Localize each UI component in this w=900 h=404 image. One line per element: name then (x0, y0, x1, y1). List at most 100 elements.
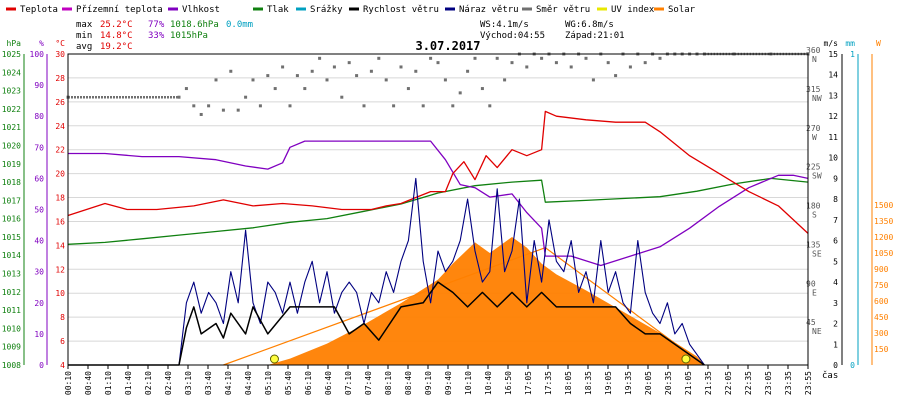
x-tick-label: 21:35 (704, 371, 713, 395)
series-humidity-line (68, 140, 809, 267)
x-tick-label: 19:35 (624, 371, 633, 395)
axis-ms-tick: 2 (833, 320, 838, 329)
axis-ms-tick: 10 (828, 154, 838, 163)
series-solar-area (223, 237, 705, 365)
axis-temp-tick: 26 (55, 98, 65, 107)
axis-temp-unit: °C (55, 39, 65, 48)
x-tick-label: 06:40 (324, 371, 333, 395)
series-wind-direction-point (199, 112, 203, 116)
stat-min-press: 1015hPa (170, 31, 208, 41)
x-tick-label: 18:05 (564, 371, 573, 395)
x-axis-unit-label: čas (822, 370, 838, 381)
x-axis-ticks: 00:10 00:40 01:10 01:40 02:10 02:40 03:10 03:40… (64, 365, 813, 395)
axis-ms-tick: 0 (833, 361, 838, 370)
axis-pct-tick: 50 (34, 206, 44, 215)
axis-hpa-tick: 1010 (2, 324, 21, 333)
series-wind-speed-line (68, 281, 705, 366)
x-tick-label: 23:05 (764, 371, 773, 395)
series-wind-direction-point (332, 65, 336, 69)
axis-hpa-tick: 1018 (2, 178, 21, 187)
series-wind-gust-line (68, 177, 705, 366)
x-tick-label: 00:40 (84, 371, 93, 395)
series-wind-direction-point (340, 95, 344, 99)
plot-frame (67, 53, 809, 366)
legend-label-2: Vlhkost (182, 5, 220, 15)
axis-w-tick: 900 (874, 265, 889, 274)
x-tick-label: 05:40 (284, 371, 293, 395)
axis-ms-unit: m/s (824, 39, 839, 48)
axis-hpa-tick: 1025 (2, 50, 21, 59)
axis-w-unit: W (876, 39, 881, 48)
series-wind-direction-point (295, 74, 299, 78)
series-wind-direction-point (184, 87, 188, 91)
x-tick-label: 06:10 (304, 371, 313, 395)
x-tick-label: 19:05 (604, 371, 613, 395)
series-pressure-line (67, 177, 809, 245)
x-tick-label: 09:40 (444, 371, 453, 395)
series-wind-direction-point (480, 87, 484, 91)
series-wind-direction-point (229, 69, 233, 73)
axis-hpa-tick: 1017 (2, 196, 21, 205)
series-wind-direction-point (258, 104, 262, 108)
series-wind-direction-point (214, 78, 218, 82)
axis-pct-tick: 60 (34, 174, 44, 183)
axis-temp-tick: 30 (55, 50, 65, 59)
series-wind-direction-point (244, 95, 248, 99)
x-tick-label: 02:10 (144, 371, 153, 395)
axis-dir-value: 315 (806, 85, 821, 94)
axis-dir-value: 180 (806, 202, 821, 211)
axis-dir-label: NW (812, 94, 822, 103)
axis-hpa-tick: 1016 (2, 215, 21, 224)
axis-temp-tick: 6 (60, 337, 65, 346)
series-wind-direction-point (473, 56, 477, 60)
series-wind-direction-point (177, 95, 181, 99)
series-wind-direction-point (628, 65, 632, 69)
axis-pct-tick: 80 (34, 112, 44, 121)
axis-hpa-tick: 1014 (2, 251, 21, 260)
axis-hpa-tick: 1015 (2, 233, 21, 242)
series-wind-direction-point (436, 61, 440, 65)
axis-pct-tick: 70 (34, 143, 44, 152)
series-wind-direction-point (406, 87, 410, 91)
x-tick-label: 17:05 (524, 371, 533, 395)
axis-dir-value: 135 (806, 240, 821, 249)
series-wind-direction-point (377, 56, 381, 60)
stat-min-temp: 14.8°C (100, 31, 133, 41)
series-wind-direction-point (192, 104, 196, 108)
axis-hpa-unit: hPa (7, 39, 22, 48)
series-wind-direction-point (399, 65, 403, 69)
axes: 1008100910101011101210131014101510161017… (2, 39, 894, 370)
axis-temp-tick: 20 (55, 170, 65, 179)
legend-label-1: Přízemní teplota (76, 5, 163, 15)
x-tick-label: 18:35 (584, 371, 593, 395)
x-tick-label: 01:40 (124, 371, 133, 395)
axis-mm-tick: 1 (850, 50, 855, 59)
x-tick-label: 05:10 (264, 371, 273, 395)
sunset-marker (681, 354, 691, 364)
x-tick-label: 17:35 (544, 371, 553, 395)
x-tick-label: 10:10 (464, 371, 473, 395)
series-wind-direction-point (466, 69, 470, 73)
axis-pct-tick: 40 (34, 237, 44, 246)
axis-hpa-tick: 1023 (2, 87, 21, 96)
axis-hpa-tick: 1020 (2, 141, 21, 150)
axis-dir-label: W (812, 133, 817, 142)
axis-temp-tick: 16 (55, 217, 65, 226)
axis-w-tick: 1500 (874, 201, 893, 210)
x-tick-label: 21:05 (684, 371, 693, 395)
axis-ms-tick: 11 (828, 133, 838, 142)
x-tick-label: 02:40 (164, 371, 173, 395)
axis-w-tick: 600 (874, 297, 889, 306)
axis-mm-tick: 0 (850, 361, 855, 370)
x-tick-label: 10:40 (484, 371, 493, 395)
stat-max-press: 1018.6hPa (170, 20, 219, 30)
axis-w-tick: 1050 (874, 249, 893, 258)
stat-max-label: max (76, 20, 93, 30)
axis-hpa-tick: 1012 (2, 288, 21, 297)
stats-block: max 25.2°C 77% 1018.6hPa 0.0mm min 14.8°… (76, 20, 625, 52)
axis-hpa-tick: 1021 (2, 123, 21, 132)
axis-dir-value: 45 (806, 318, 816, 327)
axis-w-tick: 450 (874, 313, 889, 322)
